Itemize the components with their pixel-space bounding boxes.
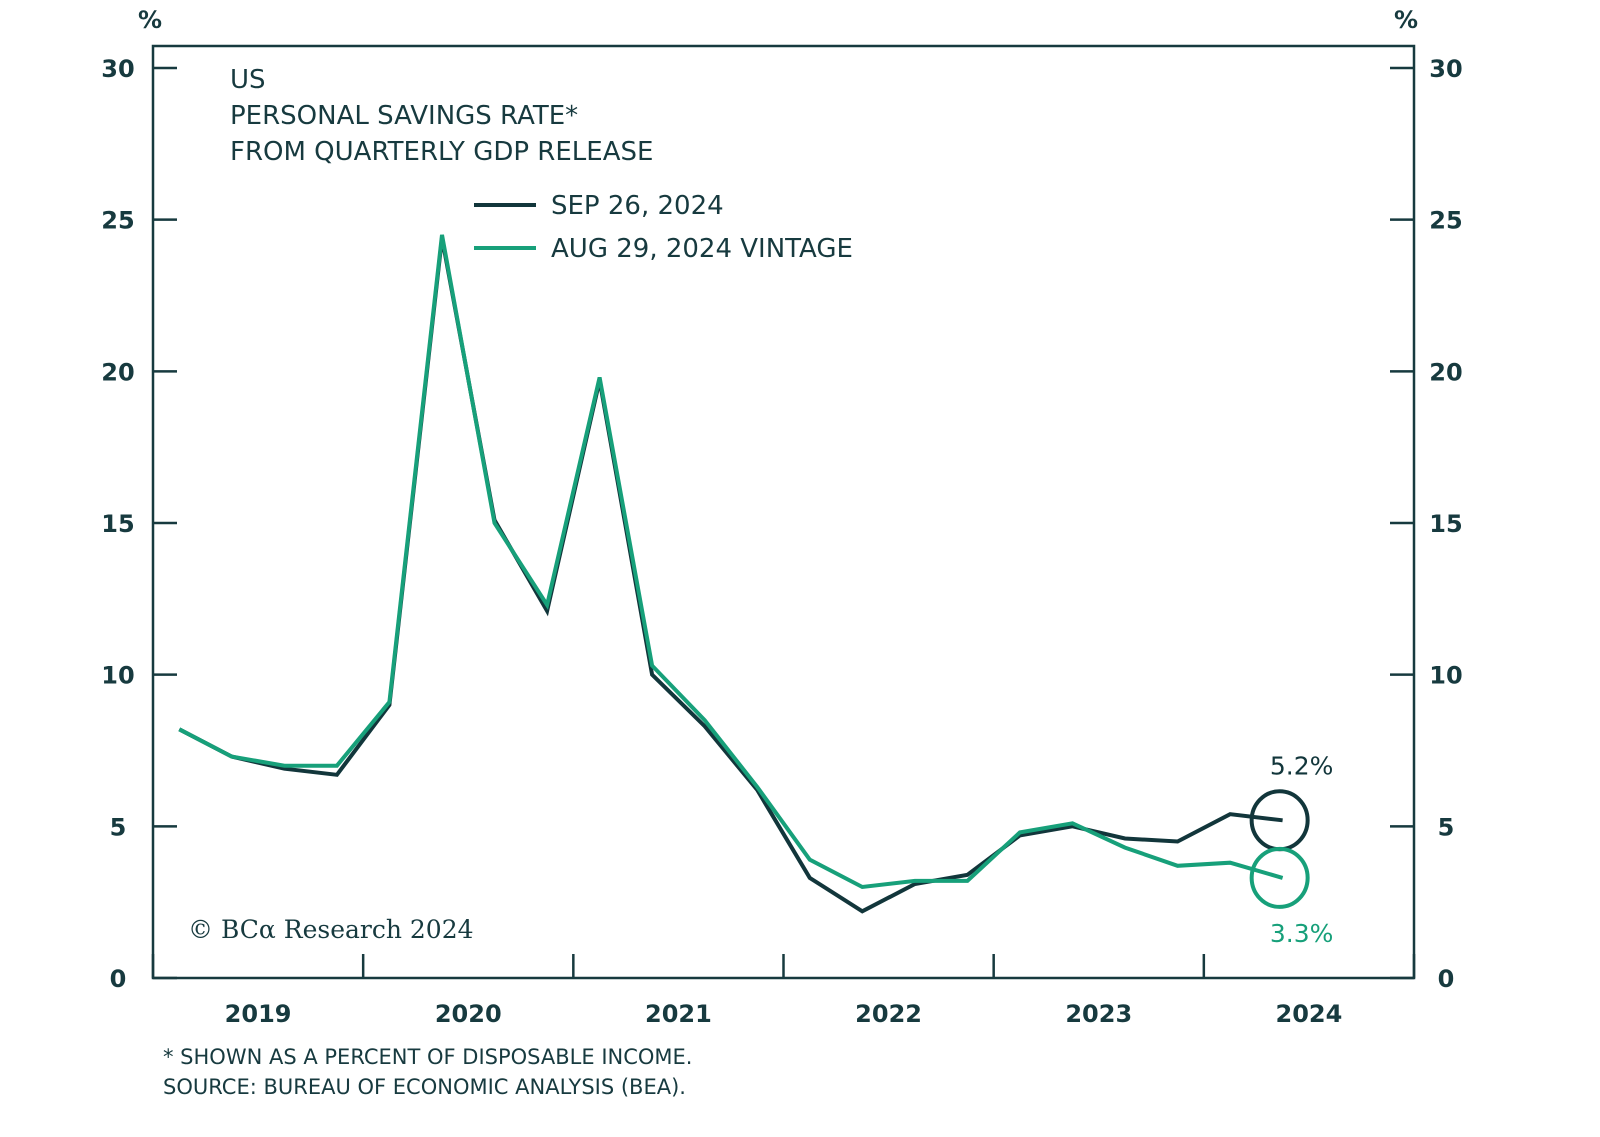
x-tick-label: 2024 xyxy=(1276,1000,1343,1028)
y-axis-left-unit: % xyxy=(138,6,162,34)
plot-frame xyxy=(151,44,1416,980)
legend-label-sep-26: SEP 26, 2024 xyxy=(551,191,724,221)
annotation-layer: 5.2% 3.3% xyxy=(1249,751,1334,948)
x-tick-label: 2022 xyxy=(855,1000,922,1028)
y-tick-label-left: 25 xyxy=(101,207,134,235)
y-tick-label-right: 25 xyxy=(1429,207,1462,235)
y-axis-right-unit: % xyxy=(1394,6,1418,34)
annotation-label: 3.3% xyxy=(1270,919,1334,948)
x-tick-label: 2020 xyxy=(435,1000,502,1028)
chart-title-line-3: FROM QUARTERLY GDP RELEASE xyxy=(230,137,653,167)
y-tick-label-right: 10 xyxy=(1429,662,1462,690)
y-axis-right: 0 5 10 15 20 25 30 xyxy=(1390,55,1463,993)
y-tick-label-left: 5 xyxy=(110,813,127,841)
series-line-aug-29 xyxy=(178,234,1284,890)
footnote-2: SOURCE: BUREAU OF ECONOMIC ANALYSIS (BEA… xyxy=(163,1075,686,1099)
x-tick-label: 2023 xyxy=(1065,1000,1132,1028)
y-tick-label-left: 10 xyxy=(101,662,134,690)
y-tick-label-right: 15 xyxy=(1429,510,1462,538)
y-tick-label-right: 30 xyxy=(1429,55,1462,83)
chart-title-line-1: US xyxy=(230,65,266,95)
chart-title-line-2: PERSONAL SAVINGS RATE* xyxy=(230,101,578,131)
series-layer xyxy=(178,234,1284,914)
footnote-1: * SHOWN AS A PERCENT OF DISPOSABLE INCOM… xyxy=(163,1045,692,1069)
x-tick-label: 2019 xyxy=(225,1000,292,1028)
y-tick-label-right: 0 xyxy=(1438,965,1455,993)
y-tick-label-left: 15 xyxy=(101,510,134,538)
y-axis-left: 0 5 10 15 20 25 30 xyxy=(101,55,177,993)
annotation-label: 5.2% xyxy=(1270,751,1334,780)
y-tick-label-right: 5 xyxy=(1438,813,1455,841)
y-tick-label-right: 20 xyxy=(1429,358,1462,386)
x-tick-label: 2021 xyxy=(645,1000,712,1028)
series-line-sep-26 xyxy=(178,237,1283,914)
copyright: © BCα Research 2024 xyxy=(188,915,474,944)
y-tick-label-left: 30 xyxy=(101,55,134,83)
legend: SEP 26, 2024 AUG 29, 2024 VINTAGE xyxy=(474,191,853,264)
y-tick-label-left: 20 xyxy=(101,358,134,386)
y-tick-label-left: 0 xyxy=(110,965,127,993)
annotation-circle xyxy=(1249,846,1310,909)
x-axis: 2019 2020 2021 2022 2023 2024 xyxy=(151,954,1416,1028)
legend-label-aug-29: AUG 29, 2024 VINTAGE xyxy=(551,234,853,264)
